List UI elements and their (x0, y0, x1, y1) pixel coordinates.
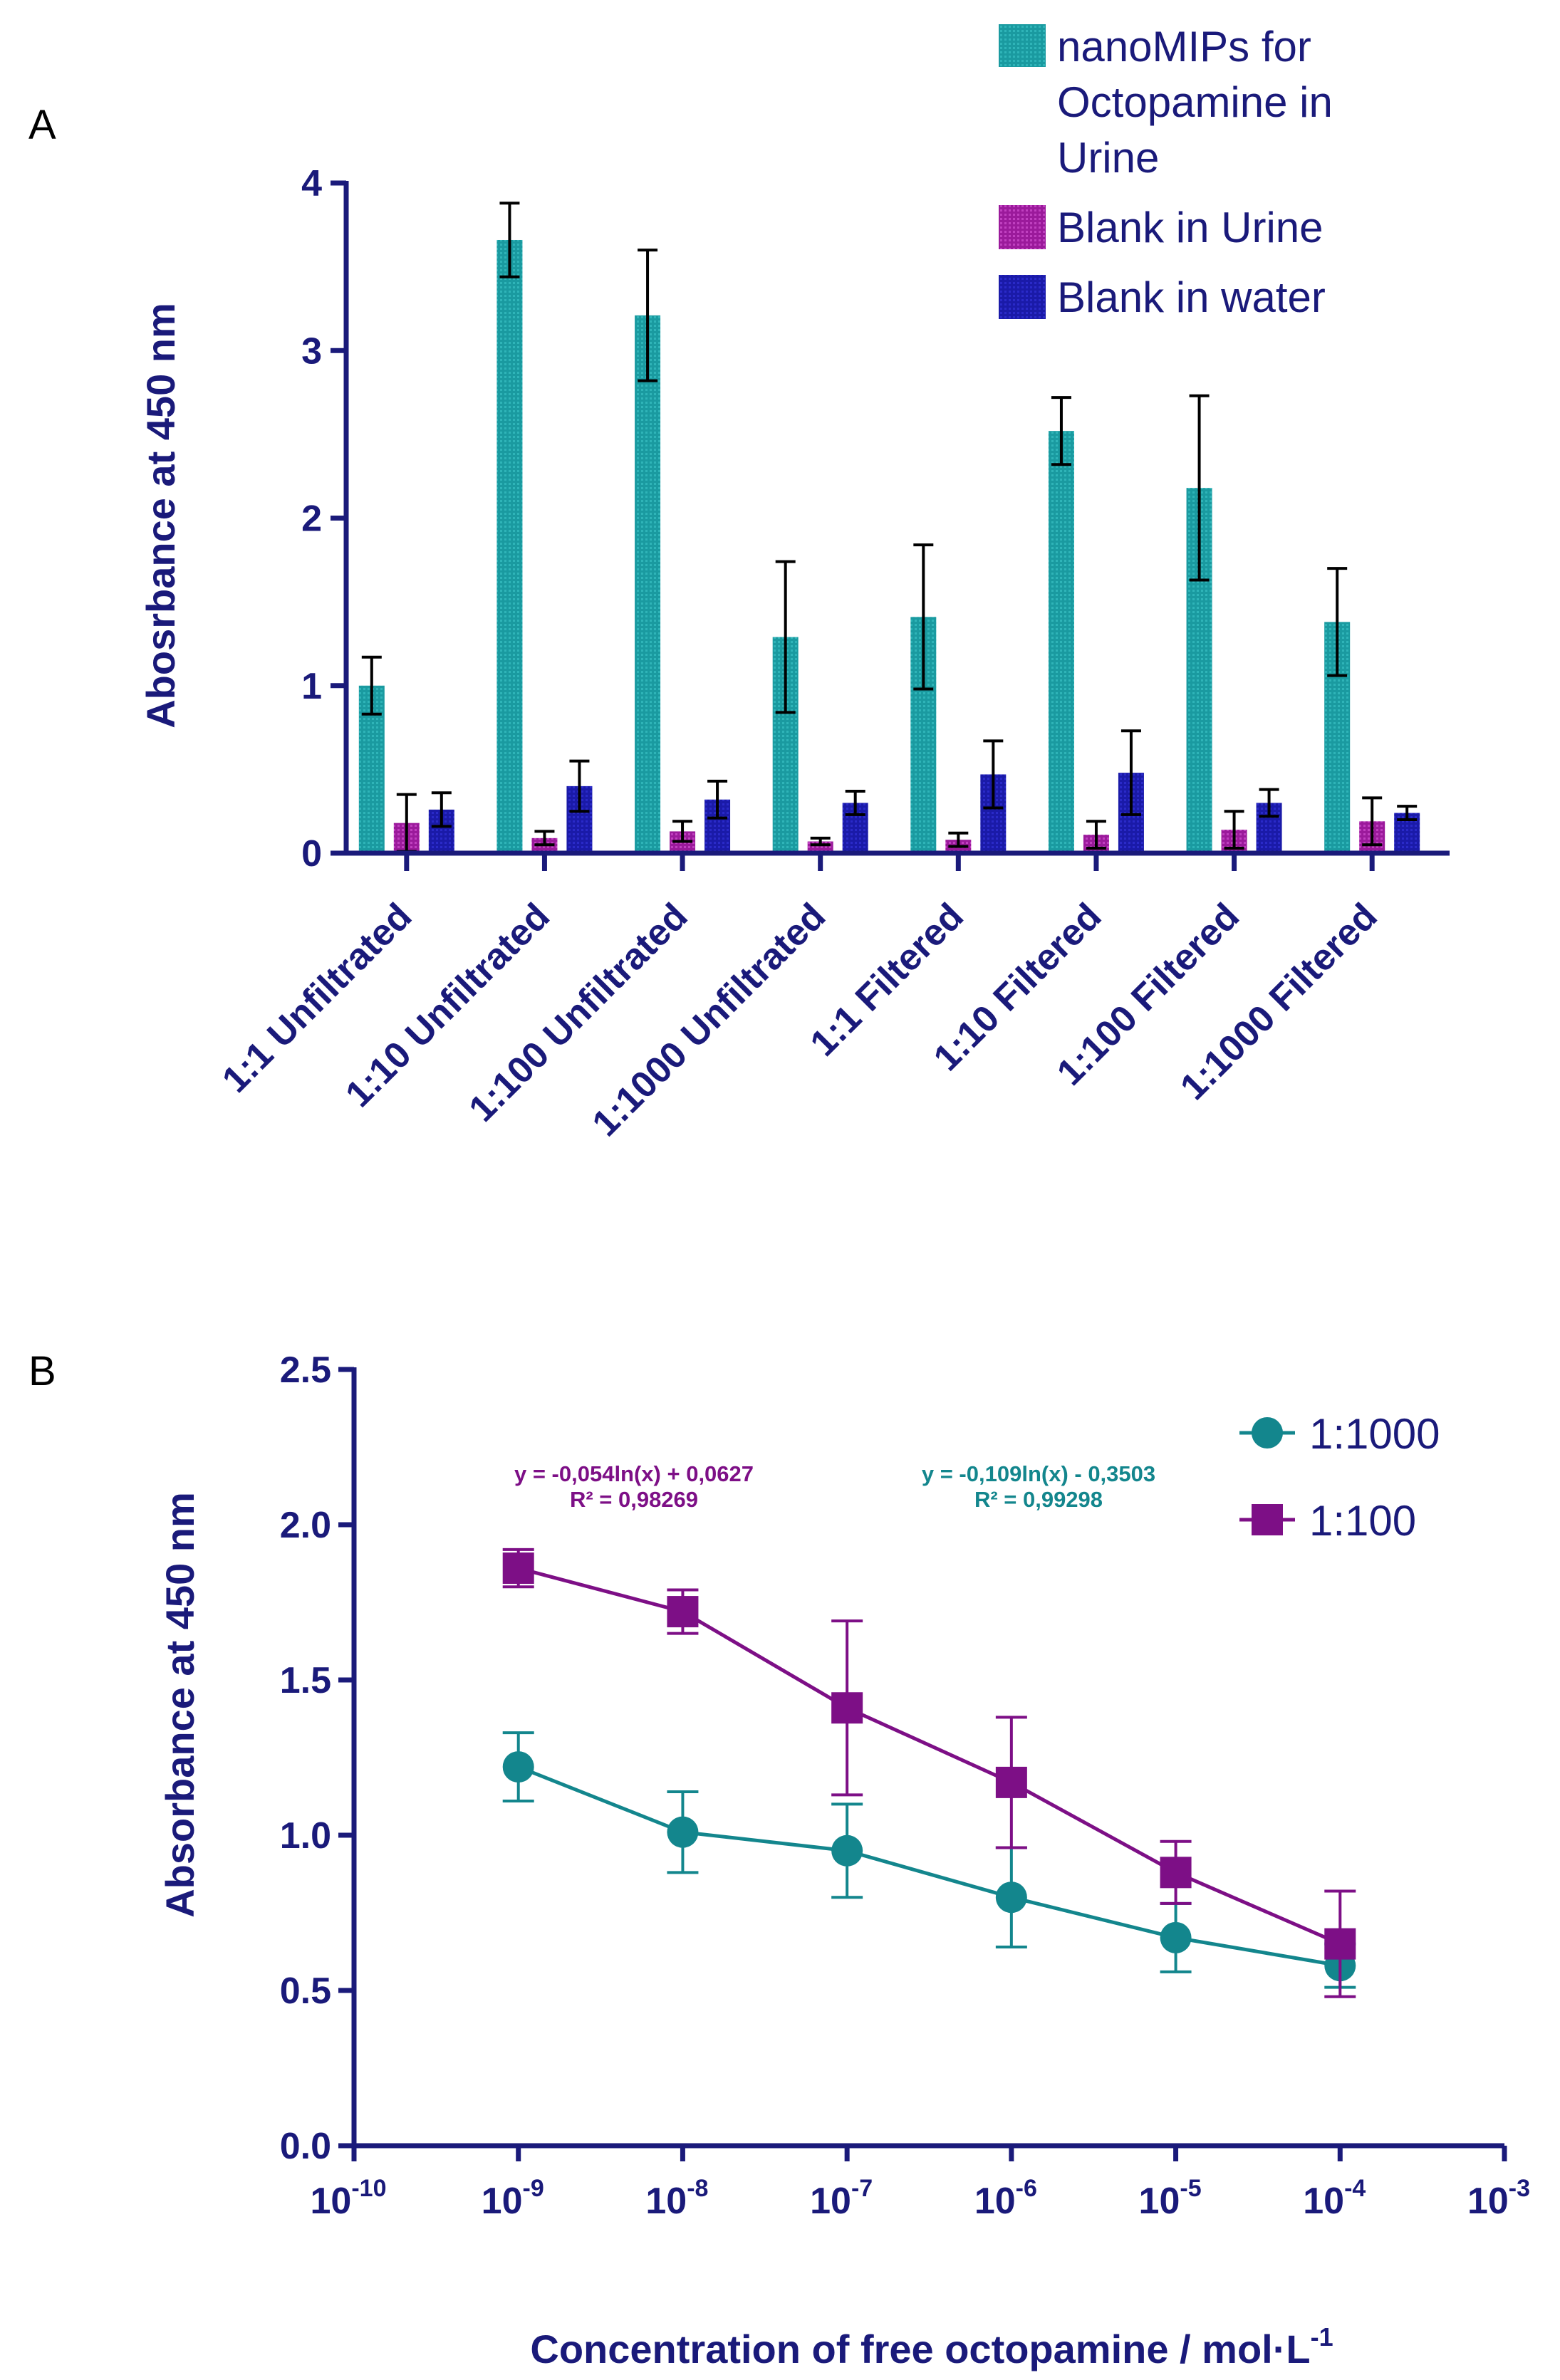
legend-label-blank-water: Blank in water (1057, 273, 1326, 321)
errorbar-nanomips (361, 655, 382, 716)
data-point (1324, 1928, 1356, 1960)
a-ytick-label: 2 (301, 499, 322, 540)
b-xtick-label: 10-3 (1467, 2175, 1530, 2222)
errorbar-nanomips (499, 202, 520, 278)
data-point (995, 1766, 1027, 1798)
legend-swatch-nanomips (999, 24, 1046, 67)
data-point (667, 1816, 699, 1848)
errorbar-blank-water (1259, 788, 1279, 818)
b-xtick-label: 10-8 (645, 2175, 708, 2222)
panel-b-y-ticks: 0.0 0.5 1.0 1.5 2.0 2.5 (280, 1350, 354, 2167)
errorbar-blank-water (569, 759, 590, 813)
b-ytick-label: 2.0 (280, 1505, 331, 1546)
data-point (1160, 1857, 1192, 1889)
panel-a-letter: A (28, 102, 56, 148)
legend-label-1-100: 1:100 (1309, 1497, 1416, 1545)
b-xtick-label: 10-7 (810, 2175, 873, 2222)
fit-line (517, 1765, 1341, 1968)
b-ytick-label: 1.0 (280, 1815, 331, 1857)
panel-b-y-axis-label: Absorbance at 450 nm (157, 1492, 202, 1918)
legend-label-nanomips-line1: nanoMIPs for (1057, 23, 1311, 71)
errorbar-nanomips (1051, 396, 1071, 466)
errorbar-blank-urine (1362, 796, 1383, 847)
panel-b-x-axis-label-exponent: -1 (1311, 2322, 1333, 2352)
data-point (502, 1751, 534, 1783)
errorbar-blank-water (983, 739, 1004, 810)
legend-marker-1-1000 (1252, 1417, 1283, 1449)
panel-b-x-ticks: 10-10 10-9 10-8 10-7 10-6 10-5 10-4 10-3 (311, 2146, 1530, 2222)
errorbar-blank-urine (810, 836, 831, 847)
a-ytick-label: 0 (301, 833, 322, 875)
b-xtick-label: 10-6 (974, 2175, 1037, 2222)
b-ytick-label: 1.5 (280, 1660, 331, 1701)
legend-swatch-blank-water (999, 275, 1046, 319)
series-1-1000 (502, 1731, 1356, 1989)
errorbar-blank-water (431, 791, 452, 828)
panel-b-legend: 1:1000 1:100 (1239, 1410, 1440, 1545)
panel-a-bars (358, 239, 1420, 853)
legend-label-nanomips-line3: Urine (1057, 134, 1159, 182)
errorbar-blank-urine (534, 830, 555, 847)
b-ytick-label: 0.5 (280, 1971, 331, 2012)
a-ytick-label: 4 (301, 163, 322, 204)
a-ytick-label: 3 (301, 330, 322, 372)
errorbar-nanomips (638, 249, 658, 382)
data-point (1160, 1921, 1192, 1953)
a-category-label: 1:1000 Unfiltrated (585, 895, 834, 1144)
r2-1-1000: R² = 0,99298 (974, 1487, 1103, 1512)
r2-1-100: R² = 0,98269 (570, 1487, 698, 1512)
bar-nanomips (496, 239, 523, 853)
equation-1-1000: y = -0,109ln(x) - 0,3503 (922, 1461, 1155, 1486)
data-point (831, 1834, 863, 1867)
errorbar-nanomips (913, 543, 934, 691)
legend-marker-1-100 (1252, 1504, 1283, 1535)
legend-label-1-1000: 1:1000 (1309, 1410, 1440, 1458)
errorbar-nanomips (775, 560, 796, 714)
panel-a-y-ticks: 0 1 2 3 4 (301, 163, 346, 875)
bar-nanomips (635, 315, 661, 853)
errorbar-nanomips (1189, 394, 1210, 582)
errorbar-blank-water (845, 789, 865, 816)
errorbar-blank-urine (672, 820, 693, 843)
data-point (995, 1881, 1027, 1914)
panel-b-x-axis-label-text: Concentration of free octopamine / mol·L (530, 2327, 1310, 2371)
panel-b-letter: B (28, 1348, 56, 1394)
data-point (831, 1692, 863, 1724)
data-point (502, 1552, 534, 1585)
b-xtick-label: 10-4 (1303, 2175, 1366, 2222)
errorbar-blank-urine (1224, 810, 1244, 850)
errorbar-blank-water (707, 779, 728, 820)
panel-a-legend: nanoMIPs for Octopamine in Urine Blank i… (999, 23, 1333, 321)
series-1-100 (502, 1547, 1356, 1998)
panel-a-error-bars (361, 202, 1418, 853)
a-ytick-label: 1 (301, 666, 322, 707)
panel-a-y-axis-label: Abosrbance at 450 nm (138, 303, 183, 729)
equation-1-100: y = -0,054ln(x) + 0,0627 (514, 1461, 754, 1486)
data-point (667, 1596, 699, 1628)
errorbar-nanomips (1327, 567, 1348, 677)
b-xtick-label: 10-10 (311, 2175, 387, 2222)
errorbar-blank-urine (1086, 820, 1106, 850)
b-xtick-label: 10-5 (1139, 2175, 1202, 2222)
b-ytick-label: 2.5 (280, 1350, 331, 1391)
errorbar-blank-water (1397, 805, 1418, 821)
panel-b-x-axis-label: Concentration of free octopamine / mol·L… (530, 2322, 1333, 2371)
b-xtick-label: 10-9 (482, 2175, 544, 2222)
fit-line (518, 1566, 1341, 1946)
errorbar-blank-water (1120, 729, 1141, 816)
panel-b-line-chart: 0.0 0.5 1.0 1.5 2.0 2.5 10-10 10-9 10-8 10-7 10-6… (157, 1350, 1530, 2371)
b-ytick-label: 0.0 (280, 2126, 331, 2167)
legend-label-blank-urine: Blank in Urine (1057, 204, 1324, 251)
errorbar-blank-urine (948, 831, 969, 848)
legend-label-nanomips-line2: Octopamine in (1057, 78, 1333, 126)
panel-b-series (502, 1547, 1356, 1998)
legend-swatch-blank-urine (999, 205, 1046, 249)
bar-nanomips (1048, 431, 1074, 853)
